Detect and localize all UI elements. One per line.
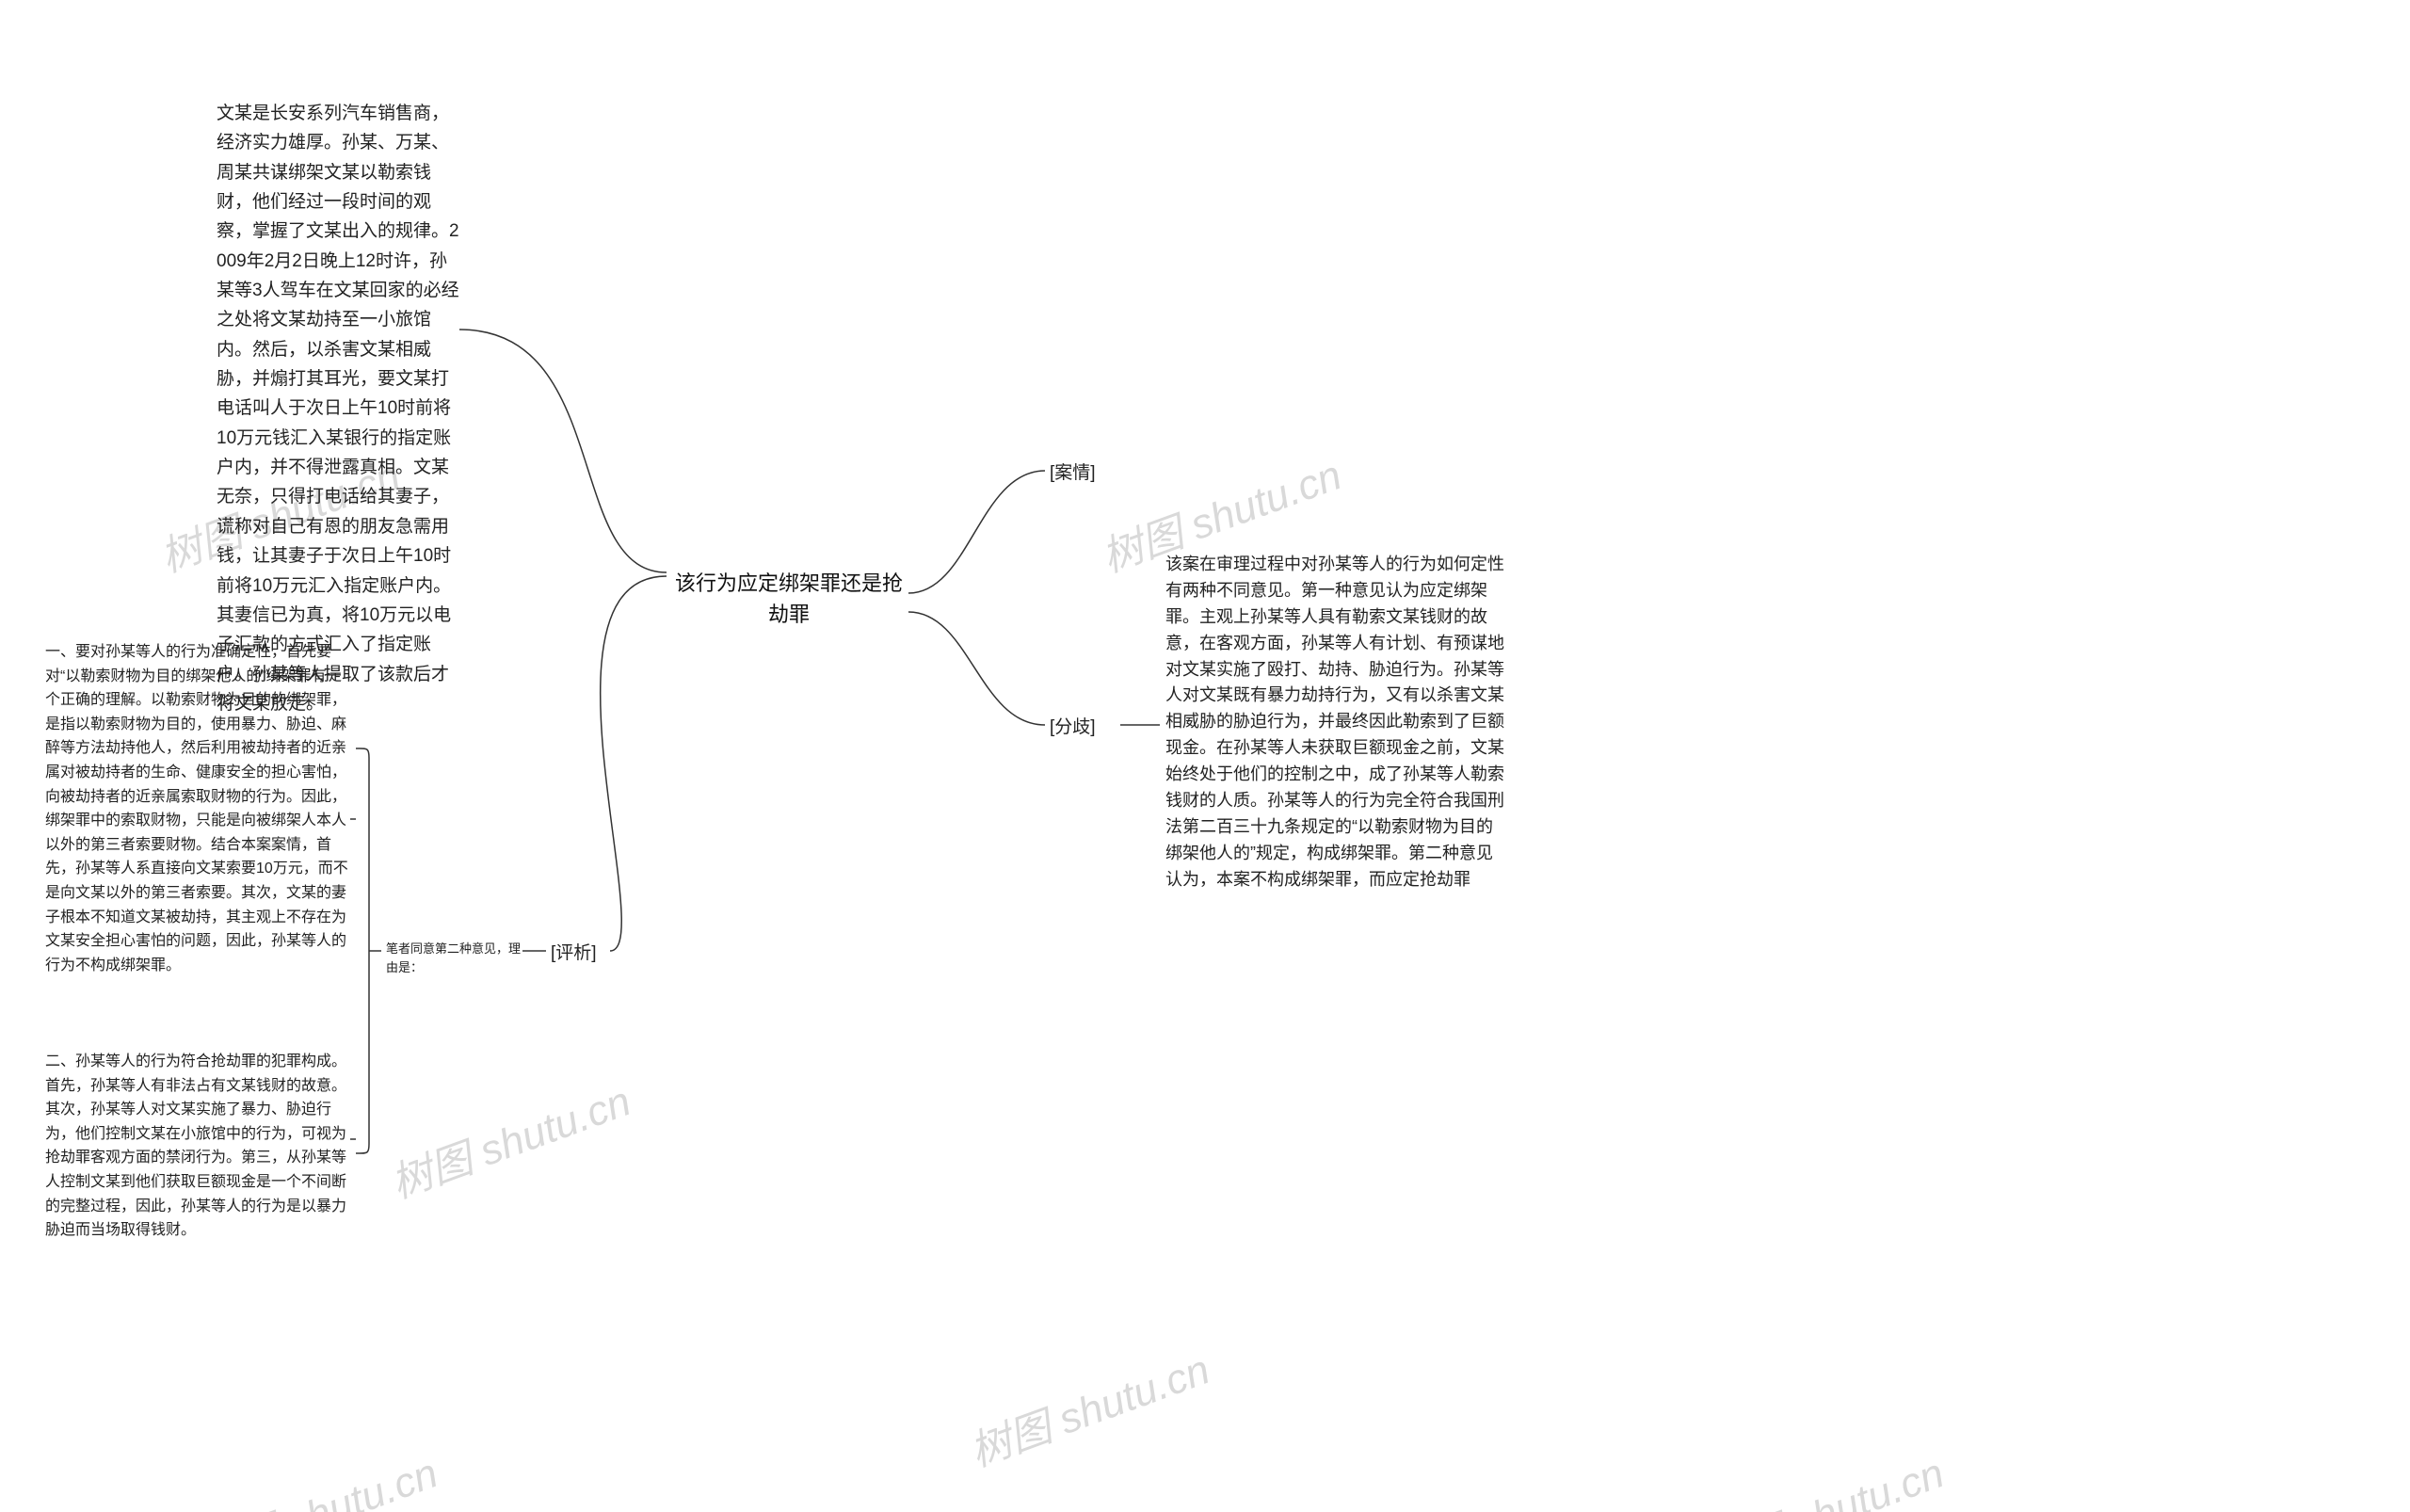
case-tag-text: [案情] [1050,463,1096,483]
analysis-leaf-b-text: 二、孙某等人的行为符合抢劫罪的犯罪构成。首先，孙某等人有非法占有文某钱财的故意。… [45,1054,346,1238]
watermark: 树图 shutu.cn [381,1068,637,1210]
dispute-text: 该案在审理过程中对孙某等人的行为如何定性有两种不同意见。第一种意见认为应定绑架罪… [1165,555,1504,889]
analysis-tag-text: [评析] [551,943,597,963]
analysis-leaf-a: 一、要对孙某等人的行为准确定性，首先要对“以勒索财物为目的绑架他人的”绑架罪有一… [45,640,350,977]
analysis-leaf-a-text: 一、要对孙某等人的行为准确定性，首先要对“以勒索财物为目的绑架他人的”绑架罪有一… [45,644,348,973]
case-facts-paragraph: 文某是长安系列汽车销售商，经济实力雄厚。孙某、万某、周某共谋绑架文某以勒索钱财，… [217,99,459,718]
mindmap-canvas: 树图 shutu.cn 树图 shutu.cn 树图 shutu.cn 树图 s… [0,0,2410,1512]
center-topic: 该行为应定绑架罪还是抢 劫罪 [667,568,911,630]
dispute-tag-text: [分歧] [1050,717,1096,737]
branch-dispute-tag: [分歧] [1050,714,1096,741]
analysis-mid-text: 笔者同意第二种意见，理由是： [386,941,521,974]
branch-analysis-tag: [评析] [551,940,597,967]
center-line2: 劫罪 [768,603,810,626]
watermark: 树图 shutu.cn [188,1440,444,1512]
dispute-paragraph: 该案在审理过程中对孙某等人的行为如何定性有两种不同意见。第一种意见认为应定绑架罪… [1165,552,1504,893]
watermark: 树图 shutu.cn [960,1336,1216,1478]
case-facts-text: 文某是长安系列汽车销售商，经济实力雄厚。孙某、万某、周某共谋绑架文某以勒索钱财，… [217,104,459,714]
watermark: 树图 shutu.cn [1695,1440,1951,1512]
analysis-author-opinion: 笔者同意第二种意见，理由是： [386,940,527,976]
analysis-leaf-b: 二、孙某等人的行为符合抢劫罪的犯罪构成。首先，孙某等人有非法占有文某钱财的故意。… [45,1050,350,1243]
branch-case-tag: [案情] [1050,459,1096,487]
center-line1: 该行为应定绑架罪还是抢 [675,571,903,595]
